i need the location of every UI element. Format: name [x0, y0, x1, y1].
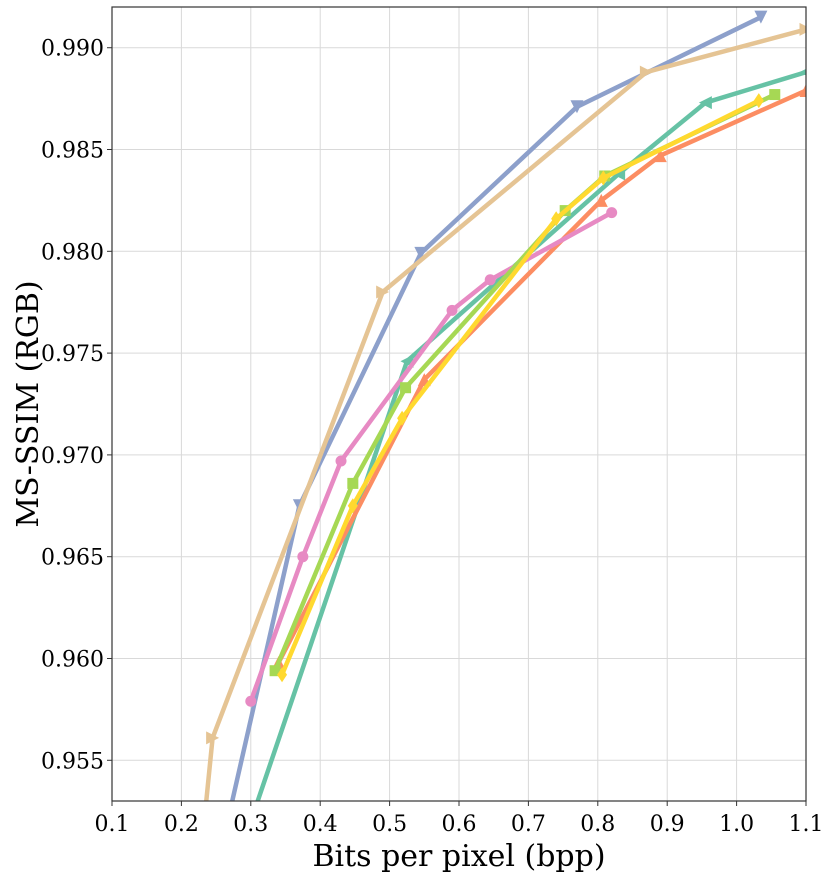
y-tick-label: 0.970 [41, 444, 104, 469]
data-point-triangle-down [754, 10, 768, 24]
y-tick-label: 0.975 [41, 342, 104, 367]
x-tick-label: 0.1 [95, 812, 130, 837]
y-axis-label: MS-SSIM (RGB) [11, 280, 46, 527]
data-point-triangle-right [206, 731, 220, 745]
x-tick-label: 1.1 [789, 812, 824, 837]
data-point-triangle-left [698, 96, 712, 110]
series-line [279, 98, 762, 678]
y-tick-label: 0.965 [41, 546, 104, 571]
series-2 [272, 83, 806, 670]
data-point-triangle-left [237, 835, 250, 848]
data-point-diamond [551, 211, 562, 227]
x-tick-label: 1.0 [719, 812, 754, 837]
y-tick-label: 0.955 [41, 749, 104, 774]
data-point-triangle-up [653, 149, 667, 163]
data-point-circle [297, 551, 309, 563]
data-point-diamond [277, 667, 288, 683]
y-tick-label: 0.990 [41, 37, 104, 62]
data-point-triangle-down [217, 835, 230, 848]
x-tick-label: 0.4 [303, 812, 338, 837]
tick-labels: 0.1 0.2 0.3 0.4 0.5 0.6 0.7 0.8 0.9 1.0 1.1 0.955 0.… [41, 37, 823, 837]
data-point-square [347, 477, 359, 489]
data-point-square [400, 382, 412, 394]
series-line [204, 27, 806, 801]
series-line [248, 210, 614, 704]
data-point-triangle-right [196, 835, 209, 848]
data-point-triangle-right [639, 65, 653, 79]
x-tick-label: 0.5 [372, 812, 407, 837]
data-point-triangle-left [799, 68, 806, 76]
data-point-triangle-up [594, 193, 608, 207]
grid [107, 7, 807, 806]
data-point-triangle-down [414, 246, 428, 260]
series-6 [277, 93, 764, 683]
y-tick-label: 0.985 [41, 139, 104, 164]
x-tick-label: 0.8 [580, 812, 615, 837]
data-point-square [769, 89, 781, 101]
data-point-circle [245, 695, 257, 707]
plot-frame [111, 6, 807, 802]
data-point-triangle-right [376, 285, 390, 299]
data-point-diamond [598, 170, 609, 186]
data-point-circle [446, 304, 458, 316]
x-tick-label: 0.3 [233, 812, 268, 837]
y-tick-label: 0.980 [41, 240, 104, 265]
series-layer [196, 10, 806, 848]
x-tick-label: 0.7 [511, 812, 546, 837]
series-line [276, 88, 806, 665]
data-point-triangle-right [799, 22, 806, 36]
series-7 [196, 22, 806, 848]
data-point-diamond [753, 93, 764, 109]
y-tick-label: 0.960 [41, 647, 104, 672]
data-point-diamond [397, 410, 408, 426]
data-point-circle [484, 274, 496, 286]
data-point-diamond [347, 498, 358, 514]
data-point-triangle-up [799, 83, 806, 97]
x-tick-label: 0.2 [164, 812, 199, 837]
x-axis-label: Bits per pixel (bpp) [312, 839, 605, 874]
data-point-circle [606, 207, 618, 219]
data-point-triangle-down [570, 100, 584, 114]
data-point-square [269, 665, 281, 677]
data-point-circle [335, 455, 347, 467]
x-tick-label: 0.6 [442, 812, 477, 837]
series-line [255, 69, 806, 801]
x-tick-label: 0.9 [650, 812, 685, 837]
